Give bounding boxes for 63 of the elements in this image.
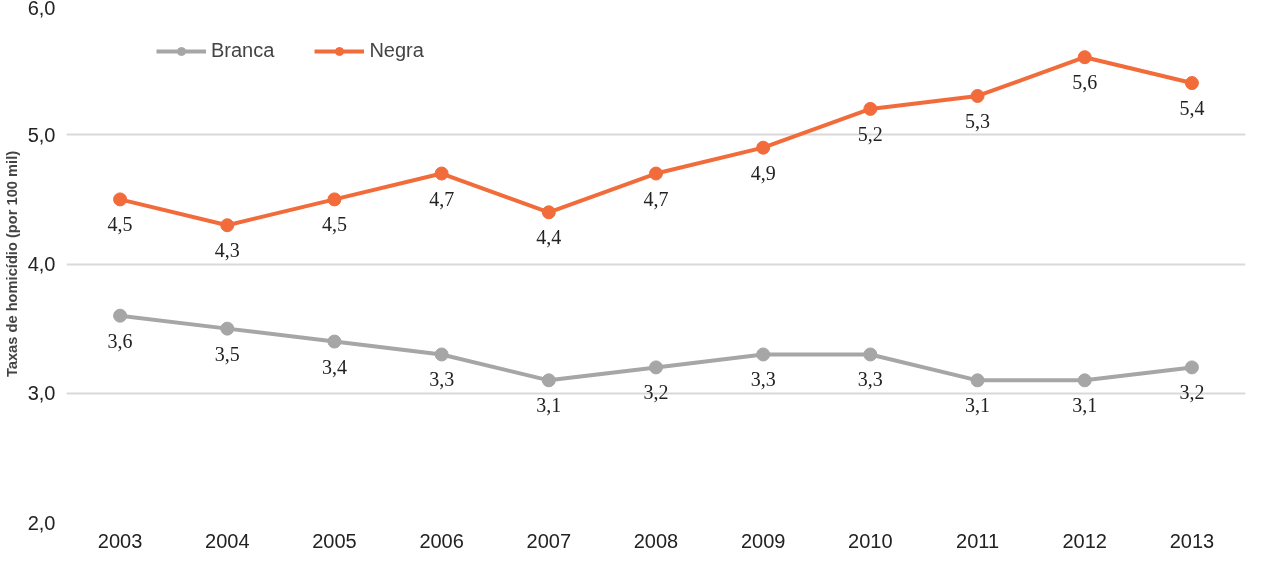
- x-tick-label: 2013: [1169, 529, 1215, 552]
- y-tick-label: 2,0: [27, 511, 56, 534]
- point: [1077, 50, 1092, 65]
- data-label: 3,6: [107, 329, 133, 352]
- data-label: 3,1: [536, 394, 562, 417]
- data-label: 4,5: [107, 213, 133, 236]
- point: [220, 218, 235, 233]
- point: [863, 347, 878, 362]
- y-tick-label: 3,0: [27, 382, 56, 405]
- x-tick-label: 2011: [956, 529, 1000, 552]
- data-label: 3,4: [321, 355, 347, 378]
- point: [220, 321, 235, 336]
- data-label: 4,9: [750, 161, 776, 184]
- point: [649, 166, 663, 181]
- point: [756, 347, 771, 362]
- legend-label: Branca: [211, 39, 275, 62]
- x-tick-label: 2007: [526, 529, 572, 552]
- point: [970, 88, 985, 103]
- data-label: 3,3: [750, 368, 776, 391]
- data-label: 4,7: [429, 187, 455, 210]
- point: [541, 205, 556, 220]
- x-tick-label: 2004: [205, 529, 250, 552]
- x-tick-label: 2009: [740, 529, 786, 552]
- point: [756, 140, 771, 155]
- legend-label: Negra: [369, 39, 424, 62]
- point: [113, 192, 128, 207]
- y-tick-label: 4,0: [27, 253, 56, 275]
- point: [1184, 76, 1199, 91]
- data-label: 5,6: [1072, 71, 1098, 94]
- data-label: 3,1: [1072, 394, 1098, 417]
- data-label: 3,2: [643, 381, 669, 404]
- y-axis-title: Taxas de homicídio (por 100 mil): [3, 150, 20, 378]
- data-label: 3,5: [214, 342, 240, 365]
- point: [434, 166, 449, 181]
- point: [1077, 373, 1092, 388]
- x-tick-label: 2010: [848, 529, 893, 552]
- point: [327, 334, 342, 349]
- x-tick-label: 2006: [419, 529, 464, 552]
- data-label: 5,4: [1179, 97, 1205, 120]
- point: [434, 347, 449, 362]
- x-tick-label: 2003: [97, 529, 143, 552]
- data-label: 3,3: [429, 368, 455, 391]
- point: [113, 308, 128, 323]
- point: [541, 373, 556, 388]
- data-label: 3,1: [965, 394, 991, 417]
- point: [863, 101, 878, 116]
- point: [327, 192, 342, 207]
- data-label: 4,4: [536, 226, 562, 249]
- x-tick-label: 2008: [633, 529, 679, 552]
- point: [1184, 360, 1199, 375]
- data-label: 5,2: [857, 122, 883, 145]
- data-label: 4,7: [643, 187, 669, 210]
- data-label: 3,2: [1179, 381, 1205, 404]
- y-tick-label: 5,0: [27, 123, 56, 146]
- x-tick-label: 2012: [1062, 529, 1107, 552]
- data-label: 4,3: [214, 239, 240, 262]
- point: [970, 373, 985, 388]
- data-label: 3,3: [857, 368, 883, 391]
- data-label: 5,3: [965, 109, 991, 132]
- y-tick-label: 6,0: [27, 0, 56, 19]
- point: [649, 360, 663, 375]
- data-label: 4,5: [321, 213, 347, 236]
- x-tick-label: 2005: [312, 529, 357, 552]
